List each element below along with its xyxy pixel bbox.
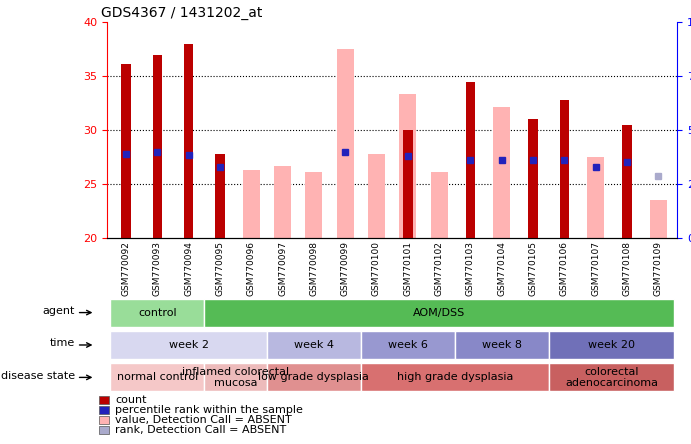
Text: GSM770099: GSM770099 (341, 241, 350, 296)
Bar (215, 154, 225, 238)
Text: GSM770104: GSM770104 (498, 241, 507, 296)
Text: GSM770095: GSM770095 (216, 241, 225, 296)
Bar (274, 166, 291, 238)
Text: colorectal
adenocarcinoma: colorectal adenocarcinoma (565, 367, 658, 388)
Text: week 4: week 4 (294, 340, 334, 350)
Text: AOM/DSS: AOM/DSS (413, 308, 465, 317)
Text: GDS4367 / 1431202_at: GDS4367 / 1431202_at (102, 6, 263, 20)
Text: GSM770094: GSM770094 (184, 241, 193, 296)
Text: GSM770097: GSM770097 (278, 241, 287, 296)
Bar (111, 331, 267, 359)
Bar (493, 107, 511, 238)
Text: normal control: normal control (117, 373, 198, 382)
Bar (455, 331, 549, 359)
Text: percentile rank within the sample: percentile rank within the sample (115, 405, 303, 415)
Bar (337, 49, 354, 238)
Bar (361, 331, 455, 359)
Text: week 2: week 2 (169, 340, 209, 350)
Bar (153, 55, 162, 238)
Bar (466, 82, 475, 238)
Bar (99, 406, 109, 414)
Text: GSM770093: GSM770093 (153, 241, 162, 296)
Text: week 8: week 8 (482, 340, 522, 350)
Text: GSM770096: GSM770096 (247, 241, 256, 296)
Bar (267, 363, 361, 392)
Text: GSM770101: GSM770101 (404, 241, 413, 296)
Text: low grade dysplasia: low grade dysplasia (258, 373, 369, 382)
Text: count: count (115, 395, 146, 405)
Bar (403, 130, 413, 238)
Bar (205, 298, 674, 327)
Text: value, Detection Call = ABSENT: value, Detection Call = ABSENT (115, 415, 292, 424)
Bar (243, 170, 260, 238)
Bar (368, 154, 385, 238)
Text: inflamed colorectal
mucosa: inflamed colorectal mucosa (182, 367, 289, 388)
Text: disease state: disease state (1, 371, 75, 381)
Text: GSM770106: GSM770106 (560, 241, 569, 296)
Text: control: control (138, 308, 176, 317)
Bar (111, 363, 205, 392)
Bar (549, 363, 674, 392)
Bar (267, 331, 361, 359)
Text: GSM770103: GSM770103 (466, 241, 475, 296)
Bar (121, 64, 131, 238)
Text: week 20: week 20 (588, 340, 635, 350)
Bar (361, 363, 549, 392)
Text: GSM770109: GSM770109 (654, 241, 663, 296)
Text: GSM770100: GSM770100 (372, 241, 381, 296)
Bar (399, 95, 417, 238)
Text: rank, Detection Call = ABSENT: rank, Detection Call = ABSENT (115, 425, 286, 435)
Bar (650, 200, 667, 238)
Bar (623, 125, 632, 238)
Text: time: time (49, 338, 75, 349)
Text: agent: agent (42, 306, 75, 316)
Bar (99, 416, 109, 424)
Bar (305, 172, 323, 238)
Bar (99, 396, 109, 404)
Bar (99, 426, 109, 434)
Bar (430, 172, 448, 238)
Bar (587, 157, 605, 238)
Text: GSM770098: GSM770098 (310, 241, 319, 296)
Text: GSM770102: GSM770102 (435, 241, 444, 296)
Text: GSM770105: GSM770105 (529, 241, 538, 296)
Bar (560, 100, 569, 238)
Bar (205, 363, 267, 392)
Text: GSM770108: GSM770108 (623, 241, 632, 296)
Text: GSM770107: GSM770107 (591, 241, 600, 296)
Text: week 6: week 6 (388, 340, 428, 350)
Text: GSM770092: GSM770092 (122, 241, 131, 296)
Text: high grade dysplasia: high grade dysplasia (397, 373, 513, 382)
Bar (184, 44, 193, 238)
Bar (111, 298, 205, 327)
Bar (549, 331, 674, 359)
Bar (529, 119, 538, 238)
